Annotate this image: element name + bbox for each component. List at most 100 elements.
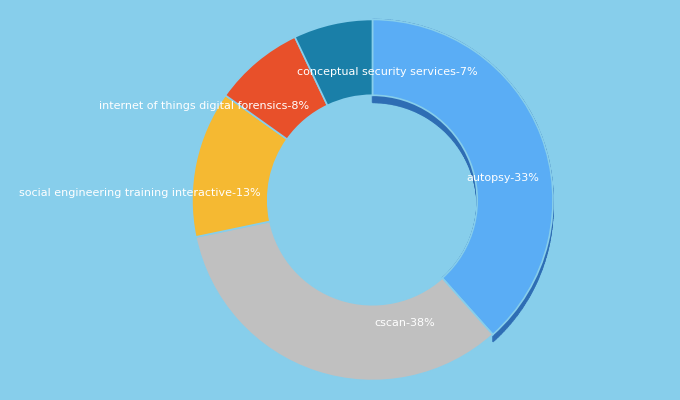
Polygon shape bbox=[497, 70, 499, 78]
Polygon shape bbox=[440, 120, 441, 128]
Polygon shape bbox=[527, 107, 528, 116]
Polygon shape bbox=[448, 128, 449, 136]
Polygon shape bbox=[413, 104, 414, 111]
Polygon shape bbox=[493, 333, 494, 342]
Polygon shape bbox=[503, 76, 505, 84]
Text: conceptual security services-7%: conceptual security services-7% bbox=[296, 67, 477, 77]
Polygon shape bbox=[375, 20, 377, 27]
Polygon shape bbox=[512, 86, 513, 94]
Polygon shape bbox=[473, 50, 475, 59]
Polygon shape bbox=[442, 277, 443, 285]
Polygon shape bbox=[505, 321, 507, 330]
Polygon shape bbox=[541, 263, 542, 272]
Polygon shape bbox=[434, 115, 435, 123]
Polygon shape bbox=[532, 283, 533, 292]
Polygon shape bbox=[508, 317, 510, 326]
Polygon shape bbox=[422, 26, 424, 34]
Polygon shape bbox=[517, 307, 518, 316]
Polygon shape bbox=[426, 28, 428, 36]
Polygon shape bbox=[447, 127, 448, 135]
Polygon shape bbox=[437, 118, 438, 126]
Polygon shape bbox=[383, 96, 384, 103]
Polygon shape bbox=[539, 130, 540, 140]
Polygon shape bbox=[398, 21, 401, 29]
Polygon shape bbox=[381, 96, 383, 103]
Polygon shape bbox=[405, 100, 406, 108]
Polygon shape bbox=[507, 319, 508, 328]
Polygon shape bbox=[458, 140, 459, 148]
Polygon shape bbox=[500, 326, 503, 334]
Polygon shape bbox=[538, 271, 539, 280]
Polygon shape bbox=[537, 273, 538, 282]
Polygon shape bbox=[418, 25, 420, 33]
Polygon shape bbox=[427, 110, 428, 118]
Polygon shape bbox=[446, 125, 447, 133]
Polygon shape bbox=[426, 110, 427, 118]
Polygon shape bbox=[415, 104, 417, 112]
Text: cscan-38%: cscan-38% bbox=[375, 318, 435, 328]
Polygon shape bbox=[464, 44, 466, 53]
Polygon shape bbox=[520, 96, 522, 105]
Polygon shape bbox=[407, 101, 409, 109]
Polygon shape bbox=[505, 77, 507, 86]
Polygon shape bbox=[381, 20, 384, 27]
Polygon shape bbox=[515, 309, 517, 318]
Polygon shape bbox=[519, 94, 520, 103]
Polygon shape bbox=[436, 117, 437, 125]
Polygon shape bbox=[422, 108, 424, 116]
Polygon shape bbox=[384, 20, 386, 27]
Polygon shape bbox=[499, 327, 500, 336]
Polygon shape bbox=[396, 98, 398, 106]
Polygon shape bbox=[396, 21, 398, 28]
Polygon shape bbox=[513, 312, 514, 321]
Polygon shape bbox=[499, 71, 500, 80]
Polygon shape bbox=[455, 263, 456, 271]
Polygon shape bbox=[445, 274, 446, 283]
Polygon shape bbox=[420, 107, 422, 114]
Polygon shape bbox=[516, 91, 517, 100]
Polygon shape bbox=[401, 22, 403, 29]
Polygon shape bbox=[394, 98, 395, 105]
Polygon shape bbox=[395, 98, 396, 105]
Polygon shape bbox=[453, 38, 455, 46]
Polygon shape bbox=[456, 40, 458, 48]
Polygon shape bbox=[392, 97, 394, 105]
Polygon shape bbox=[504, 322, 505, 331]
Polygon shape bbox=[431, 113, 432, 121]
Polygon shape bbox=[459, 141, 460, 149]
Polygon shape bbox=[486, 60, 488, 68]
Polygon shape bbox=[541, 136, 542, 146]
Polygon shape bbox=[379, 96, 380, 103]
Polygon shape bbox=[514, 310, 515, 320]
Polygon shape bbox=[438, 118, 439, 126]
Wedge shape bbox=[192, 95, 287, 237]
Polygon shape bbox=[390, 20, 392, 28]
Polygon shape bbox=[500, 73, 502, 82]
Polygon shape bbox=[417, 105, 418, 113]
Polygon shape bbox=[380, 96, 381, 103]
Polygon shape bbox=[441, 33, 443, 41]
Polygon shape bbox=[435, 116, 436, 124]
Polygon shape bbox=[503, 324, 504, 333]
Polygon shape bbox=[453, 133, 454, 141]
Polygon shape bbox=[530, 113, 532, 122]
Polygon shape bbox=[415, 25, 418, 32]
Polygon shape bbox=[543, 141, 544, 150]
Polygon shape bbox=[460, 42, 462, 51]
Polygon shape bbox=[509, 82, 511, 91]
Polygon shape bbox=[453, 266, 454, 274]
Polygon shape bbox=[411, 102, 412, 110]
Polygon shape bbox=[484, 58, 486, 67]
Polygon shape bbox=[494, 332, 496, 340]
Polygon shape bbox=[470, 48, 472, 56]
Polygon shape bbox=[406, 101, 407, 108]
Polygon shape bbox=[491, 64, 492, 72]
Polygon shape bbox=[534, 120, 536, 130]
Polygon shape bbox=[526, 105, 527, 114]
Wedge shape bbox=[225, 37, 328, 139]
Polygon shape bbox=[432, 114, 433, 122]
Polygon shape bbox=[536, 275, 537, 284]
Polygon shape bbox=[445, 34, 447, 43]
Polygon shape bbox=[403, 100, 404, 107]
Polygon shape bbox=[534, 277, 536, 286]
